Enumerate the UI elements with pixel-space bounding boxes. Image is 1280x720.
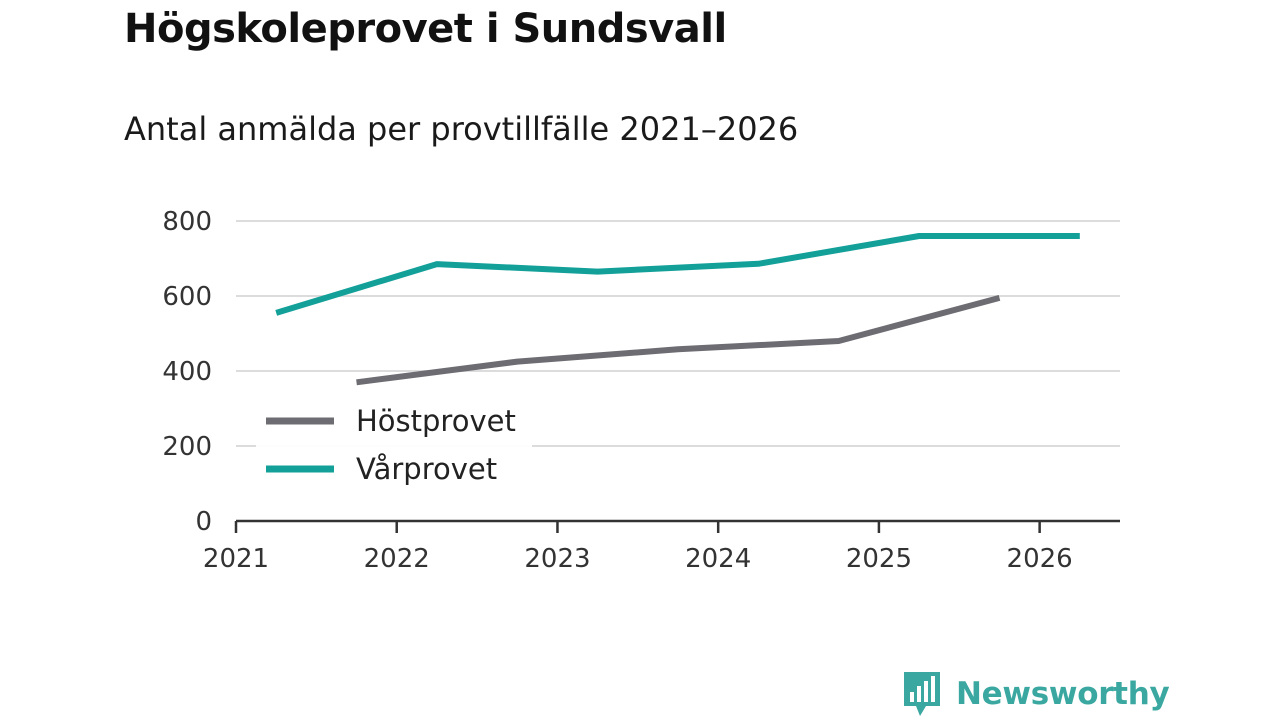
y-axis-ticks: 0 200 400 600 800 xyxy=(162,207,212,537)
x-tick-label-2025: 2025 xyxy=(846,544,912,574)
legend-label-1: Vårprovet xyxy=(356,452,497,486)
newsworthy-logo-icon xyxy=(904,672,940,716)
legend: Höstprovet Vårprovet xyxy=(256,394,532,502)
series-lines xyxy=(275,233,1080,386)
x-tick-label-2021: 2021 xyxy=(203,544,269,574)
legend-background xyxy=(256,394,532,502)
chart-title: Högskoleprovet i Sundsvall xyxy=(124,6,727,52)
x-tick-label-2022: 2022 xyxy=(364,544,430,574)
chart-subtitle: Antal anmälda per provtillfälle 2021–202… xyxy=(124,110,799,148)
y-tick-label-800: 800 xyxy=(162,207,212,237)
y-tick-label-600: 600 xyxy=(162,282,212,312)
y-tick-label-0: 0 xyxy=(195,507,212,537)
x-axis-ticks: 2021 2022 2023 2024 2025 2026 xyxy=(203,521,1073,574)
x-tick-label-2024: 2024 xyxy=(685,544,751,574)
y-tick-label-200: 200 xyxy=(162,432,212,462)
series-line-1 xyxy=(275,233,1080,316)
legend-label-0: Höstprovet xyxy=(356,404,516,438)
brand-logo: Newsworthy xyxy=(902,670,1170,718)
x-tick-label-2026: 2026 xyxy=(1007,544,1073,574)
brand-name: Newsworthy xyxy=(956,676,1170,712)
series-line-0 xyxy=(356,295,1001,386)
y-tick-label-400: 400 xyxy=(162,357,212,387)
x-tick-label-2023: 2023 xyxy=(524,544,590,574)
